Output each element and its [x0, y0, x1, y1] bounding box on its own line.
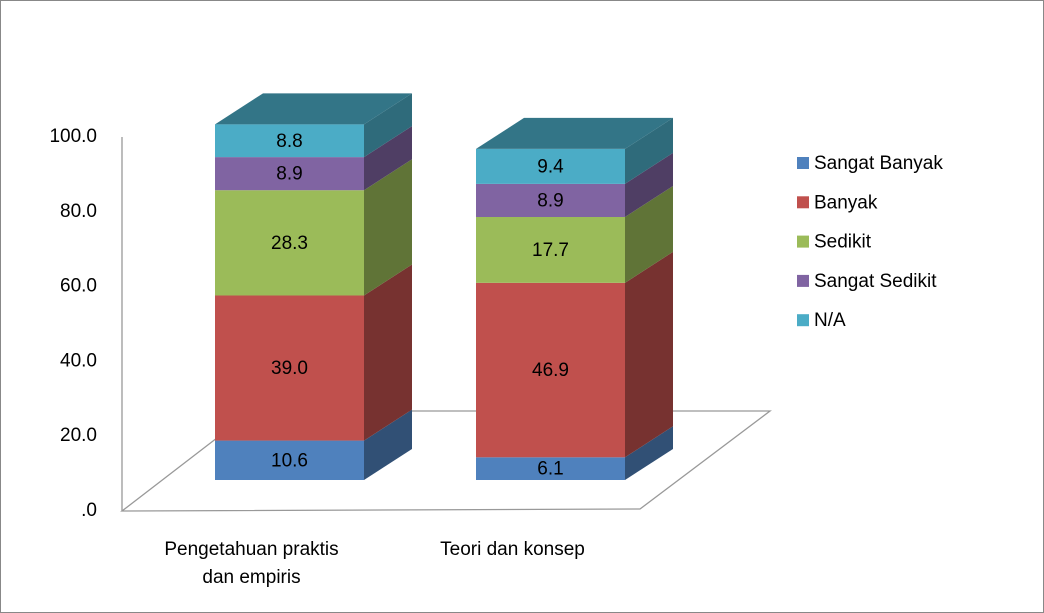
data-label: 9.4: [537, 156, 564, 177]
x-tick-label: Teori dan konsep: [440, 539, 585, 560]
legend-label: Banyak: [814, 192, 878, 213]
x-tick-label: Pengetahuan praktis dan empiris: [164, 539, 338, 588]
data-label: 6.1: [537, 459, 563, 480]
legend-swatch: [797, 274, 809, 287]
legend-swatch: [797, 196, 809, 209]
floor: [120, 410, 772, 512]
data-label: 28.3: [271, 233, 308, 254]
bar-side: [364, 126, 412, 191]
bar: [215, 157, 364, 191]
bar-side: [364, 93, 412, 158]
data-label: 39.0: [271, 358, 308, 379]
bar-side: [625, 185, 673, 283]
legend-label: Sedikit: [814, 232, 872, 253]
bar-side: [364, 409, 412, 480]
legend-label: Sangat Banyak: [814, 153, 943, 174]
bar: [476, 148, 625, 184]
y-tick-label: 60.0: [60, 276, 97, 297]
legend-swatch: [797, 314, 809, 327]
bar-side: [625, 152, 673, 217]
data-label: 8.9: [537, 190, 563, 211]
bar: [215, 440, 364, 480]
bar-side: [364, 264, 412, 441]
bar: [215, 295, 364, 441]
y-tick-label: 80.0: [60, 201, 97, 222]
bar-top: [215, 93, 412, 125]
y-tick-label: 20.0: [60, 425, 97, 446]
legend-label: Sangat Sedikit: [814, 271, 937, 292]
legend-label: N/A: [814, 310, 846, 331]
bar-side: [625, 251, 673, 458]
bar: [476, 183, 625, 217]
y-tick-label: 40.0: [60, 350, 97, 371]
bar: [476, 216, 625, 283]
data-label: 46.9: [532, 360, 569, 381]
bar-top: [476, 117, 673, 149]
bar-side: [625, 426, 673, 480]
bar-side: [364, 159, 412, 296]
bar-side: [625, 117, 673, 184]
legend-swatch: [797, 235, 809, 248]
data-label: 8.9: [276, 164, 302, 185]
y-tick-label: .0: [81, 500, 97, 521]
y-tick-label: 100.0: [49, 126, 97, 147]
bar: [215, 190, 364, 296]
data-label: 17.7: [532, 240, 569, 261]
data-label: 8.8: [276, 131, 302, 152]
data-label: 10.6: [271, 450, 308, 471]
bar: [215, 124, 364, 158]
legend-swatch: [797, 157, 809, 169]
bar: [476, 282, 625, 458]
bar: [476, 457, 625, 480]
